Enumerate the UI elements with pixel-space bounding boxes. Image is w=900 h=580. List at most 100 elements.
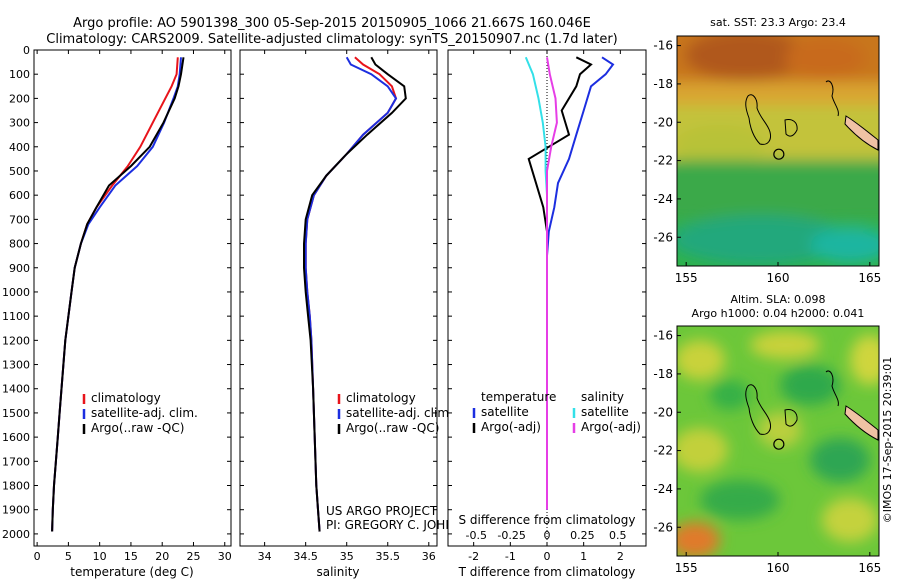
lon-tick-label: 160 [767, 561, 790, 575]
reef-contour [745, 94, 771, 145]
lat-tick-label: -24 [653, 482, 673, 496]
depth-tick-label: 1700 [2, 455, 30, 468]
temperature-axis-ticks: 0 5 10 15 20 25 30 [34, 50, 232, 563]
sla-low-3 [810, 438, 870, 482]
difference-depth-ticks [448, 49, 646, 535]
series-line-salinity-argo-adj- [546, 57, 558, 510]
legend-group-title: salinity [581, 390, 624, 404]
x-tick-label: 34.5 [293, 550, 318, 563]
sla-high-6 [822, 498, 878, 542]
sst-teal-se [810, 227, 879, 263]
legend-label: Argo(..raw -QC) [91, 421, 184, 435]
x-tick-label: 0 [544, 550, 551, 563]
temperature-axis-label: temperature (deg C) [70, 565, 193, 579]
argo-location-marker [773, 148, 785, 160]
depth-tick-label: 1900 [2, 504, 30, 517]
pi-annotation: PI: GREGORY C. JOHNSON [326, 518, 480, 532]
legend-label: Argo(-adj) [581, 420, 641, 434]
depth-tick-label: 300 [9, 117, 30, 130]
depth-tick-label: 2000 [2, 528, 30, 541]
x-tick-label: 10 [93, 550, 107, 563]
figure-title: Argo profile: AO 5901398_300 05-Sep-2015… [73, 16, 591, 31]
x-tick-label: 0 [34, 550, 41, 563]
legend-label: satellite [481, 405, 529, 419]
x-tick-label: -2 [468, 550, 479, 563]
depth-tick-label: 500 [9, 165, 30, 178]
reef-contour-sla-3 [825, 370, 839, 407]
s-tick-label: -0.25 [497, 529, 525, 542]
new-caledonia-land [844, 115, 879, 151]
s-difference-axis-label: S difference from climatology [459, 513, 636, 527]
sst-mid-west [677, 125, 765, 165]
s-tick-label: 0.25 [570, 529, 595, 542]
sst-map-title: sat. SST: 23.3 Argo: 23.4 [710, 16, 846, 29]
lat-tick-label: -16 [653, 39, 673, 53]
series-line-argo-raw-qc- [303, 56, 407, 532]
lat-tick-label: -22 [653, 154, 673, 168]
lon-tick-label: 155 [675, 271, 698, 285]
sla-low-4 [700, 480, 780, 520]
lon-tick-label: 165 [858, 561, 881, 575]
sst-map-ticks: 155 160 165 -16 -18 -20 -22 -24 -26 [653, 39, 881, 285]
depth-tick-label: 200 [9, 92, 30, 105]
salinity-axes-frame [239, 49, 438, 547]
s-difference-tick-labels: -0.5 -0.25 0 0.25 0.5 [466, 529, 627, 542]
x-tick-label: 36 [422, 550, 436, 563]
x-tick-label: 15 [124, 550, 138, 563]
sla-map-ticks: 155 160 165 -16 -18 -20 -22 -24 -26 [653, 329, 881, 575]
depth-tick-label: 100 [9, 68, 30, 81]
sla-low-2 [780, 365, 840, 405]
depth-tick-label: 700 [9, 213, 30, 226]
depth-tick-label: 1200 [2, 334, 30, 347]
difference-series [524, 56, 615, 510]
legend-label: climatology [91, 391, 161, 405]
difference-panel: -2 -1 0 1 2 S difference from climatology -0… [447, 49, 647, 579]
legend-label: satellite [581, 405, 629, 419]
depth-tick-label: 1300 [2, 359, 30, 372]
lat-tick-label: -16 [653, 329, 673, 343]
figure-subtitle: Climatology: CARS2009. Satellite-adjuste… [46, 32, 618, 47]
sst-warm-east [785, 38, 865, 78]
temperature-axes-frame [33, 49, 232, 547]
sla-map-panel: Altim. SLA: 0.098 Argo h1000: 0.04 h2000… [653, 293, 881, 575]
sla-high-3 [850, 335, 879, 385]
x-tick-label: 35 [340, 550, 354, 563]
lon-tick-label: 160 [767, 271, 790, 285]
x-tick-label: 35.5 [376, 550, 401, 563]
legend-label: satellite-adj. clim. [346, 406, 453, 420]
lat-tick-label: -26 [653, 520, 673, 534]
sst-teal-south [677, 215, 850, 265]
x-tick-label: 25 [186, 550, 200, 563]
lat-tick-label: -26 [653, 230, 673, 244]
sla-high-1 [677, 340, 725, 380]
s-tick-label: 0.5 [609, 529, 627, 542]
sst-warm-core [685, 36, 805, 80]
s-tick-label: 0 [544, 529, 551, 542]
series-line-argo-raw-qc- [51, 57, 185, 532]
depth-tick-label: 0 [23, 44, 30, 57]
t-difference-axis-label: T difference from climatology [458, 565, 636, 579]
new-caledonia-land-sla [844, 405, 879, 441]
lat-tick-label: -18 [653, 77, 673, 91]
depth-tick-label: 1600 [2, 431, 30, 444]
x-tick-label: 2 [617, 550, 624, 563]
legend-label: climatology [346, 391, 416, 405]
depth-tick-label: 1400 [2, 383, 30, 396]
credit-text: ©IMOS 17-Sep-2015 20:39:01 [881, 357, 894, 523]
difference-axis-ticks: -2 -1 0 1 2 [468, 50, 624, 563]
depth-tick-label: 900 [9, 262, 30, 275]
reef-contour-sla [745, 384, 771, 435]
lat-tick-label: -20 [653, 405, 673, 419]
x-tick-label: 34 [258, 550, 272, 563]
temperature-series [51, 57, 185, 532]
reef-contour-sla-2 [784, 409, 798, 427]
temperature-panel: 0100200300400500600700800900100011001200… [2, 44, 232, 579]
sla-map-subtitle: Argo h1000: 0.04 h2000: 0.041 [692, 307, 865, 320]
lat-tick-label: -18 [653, 367, 673, 381]
depth-tick-label: 1500 [2, 407, 30, 420]
sst-field [677, 36, 879, 266]
lon-tick-label: 155 [675, 561, 698, 575]
